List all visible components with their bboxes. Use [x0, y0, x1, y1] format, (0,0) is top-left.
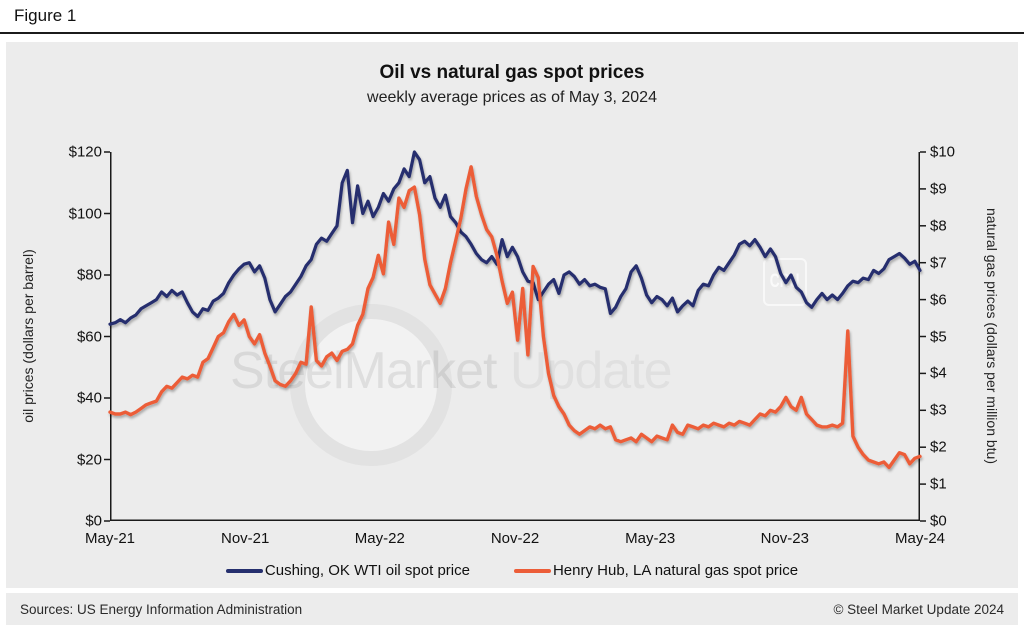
footer-copyright: © Steel Market Update 2024	[833, 601, 1004, 617]
legend-item-gas: Henry Hub, LA natural gas spot price	[513, 562, 799, 579]
figure-label: Figure 1	[14, 6, 77, 25]
gas-price-line	[108, 165, 922, 470]
y-left-tick-label: $0	[85, 512, 102, 530]
legend: Cushing, OK WTI oil spot price Henry Hub…	[6, 562, 1018, 579]
x-tick-label: Nov-21	[220, 530, 270, 547]
footer-sources: Sources: US Energy Information Administr…	[20, 601, 303, 617]
x-tick-label: May-23	[625, 530, 676, 547]
y-left-tick-label: $100	[68, 205, 102, 222]
legend-label-oil: Cushing, OK WTI oil spot price	[264, 562, 470, 579]
right-axis-title: natural gas prices (dollars per million …	[984, 208, 1000, 464]
gas-line-swatch-icon	[513, 568, 551, 573]
y-right-tick-label: $8	[930, 217, 947, 235]
oil-price-line	[108, 150, 922, 326]
plot-svg	[104, 150, 926, 522]
chart-title: Oil vs natural gas spot prices	[379, 62, 645, 83]
y-right-tick-label: $1	[930, 475, 947, 493]
x-tick-label: Nov-22	[490, 530, 540, 547]
y-right-tick-label: $6	[930, 291, 947, 309]
oil-line-swatch-icon	[225, 568, 263, 573]
y-left-tick-label: $20	[76, 451, 102, 468]
y-left-tick-label: $120	[68, 143, 102, 161]
x-tick-label: May-24	[894, 530, 946, 547]
top-rule	[0, 32, 1024, 34]
chart-card: Oil vs natural gas spot prices weekly av…	[6, 42, 1018, 588]
y-right-tick-label: $2	[930, 438, 947, 456]
x-tick-label: May-21	[84, 530, 136, 547]
y-right-tick-label: $9	[930, 180, 947, 198]
axes	[104, 151, 926, 522]
y-left-tick-label: $60	[76, 328, 102, 345]
left-axis-title: oil prices (dollars per barrel)	[20, 249, 36, 423]
y-right-tick-label: $5	[930, 328, 947, 345]
y-left-tick-label: $40	[76, 389, 102, 407]
y-right-tick-label: $4	[930, 364, 947, 382]
x-tick-label: Nov-23	[760, 530, 809, 547]
y-left-tick-label: $80	[76, 266, 102, 284]
legend-label-gas: Henry Hub, LA natural gas spot price	[552, 562, 799, 579]
y-right-tick-label: $7	[930, 254, 947, 272]
chart-subtitle: weekly average prices as of May 3, 2024	[367, 89, 657, 106]
y-right-tick-label: $10	[930, 143, 956, 161]
x-tick-label: May-22	[354, 530, 405, 547]
legend-item-oil: Cushing, OK WTI oil spot price	[225, 562, 470, 579]
y-right-tick-label: $3	[930, 401, 947, 419]
footer-bar: Sources: US Energy Information Administr…	[6, 593, 1018, 625]
y-right-tick-label: $0	[930, 512, 947, 530]
